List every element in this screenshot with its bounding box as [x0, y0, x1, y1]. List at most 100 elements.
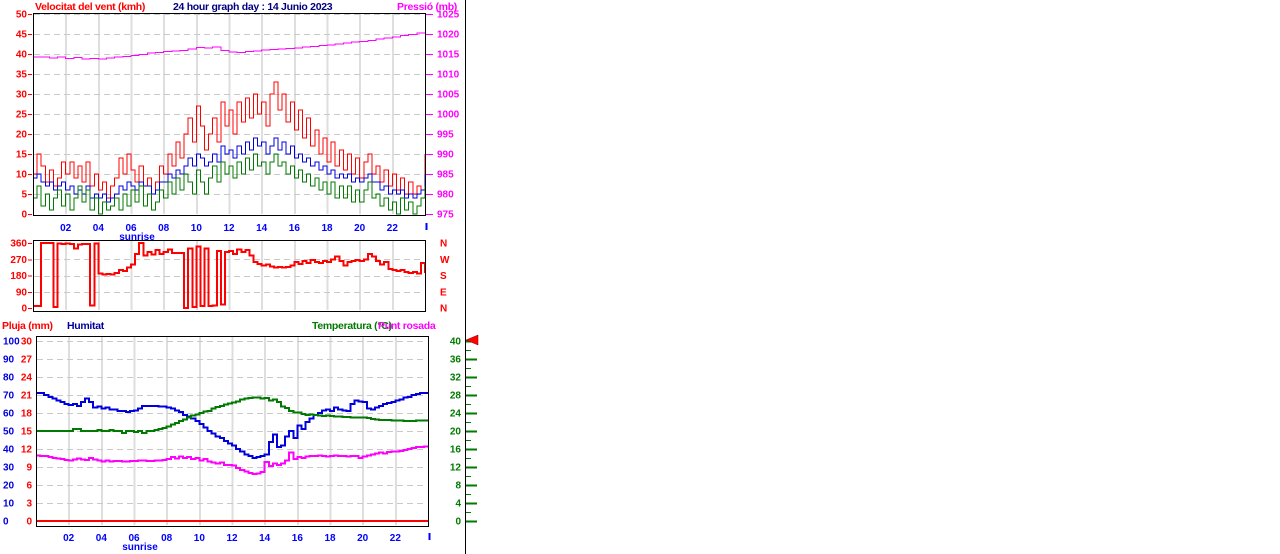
sunrise-label: sunrise — [119, 232, 155, 243]
x-tick-label: 22 — [390, 533, 402, 544]
rain-tick-label: 3 — [26, 499, 32, 510]
temperature-tick-label: 36 — [450, 355, 462, 366]
rain-tick-label: 12 — [21, 445, 33, 456]
rain-tick-label: 15 — [21, 427, 33, 438]
x-tick-label: 02 — [60, 223, 72, 234]
rain-tick-label: 0 — [26, 517, 32, 528]
temperature-tick-label: 16 — [450, 445, 462, 456]
x-tick-label: 16 — [292, 533, 304, 544]
rain-tick-label: 30 — [21, 337, 33, 348]
pressure-tick-label: 980 — [437, 190, 454, 201]
pressure-axis-title: Pressió (mb) — [397, 1, 457, 13]
compass-label: N — [440, 239, 447, 250]
dew-point-axis-title: Punt rosada — [378, 320, 436, 332]
x-tick-label: 20 — [354, 223, 366, 234]
x-tick-label: 06 — [128, 533, 140, 544]
compass-label: W — [440, 255, 450, 266]
plot-border — [33, 13, 426, 216]
direction-chart-axes: 360 N 270 W 180 S 90 E 0 N — [10, 239, 450, 315]
compass-label: S — [440, 271, 447, 282]
temperature-tick-label: 8 — [455, 481, 461, 492]
humidity-tick-label: 50 — [3, 427, 15, 438]
wind-speed-tick-label: 25 — [16, 110, 28, 121]
plot-border — [33, 240, 426, 312]
pressure-tick-label: 995 — [437, 130, 454, 141]
rain-tick-label: 9 — [26, 463, 32, 474]
compass-label: N — [440, 304, 447, 315]
x-tick-label: 08 — [161, 533, 173, 544]
series-dew-point-c — [36, 445, 428, 476]
temperature-tick-label: 0 — [455, 517, 461, 528]
pressure-tick-label: 1025 — [437, 10, 460, 21]
temperature-tick-label: 40 — [450, 337, 462, 348]
direction-tick-label: 0 — [21, 304, 27, 315]
humidity-axis-title: Humitat — [67, 320, 104, 332]
x-tick-label: 06 — [125, 223, 137, 234]
humidity-tick-label: 70 — [3, 391, 15, 402]
x-tick-label: 08 — [158, 223, 170, 234]
wind-speed-tick-label: 50 — [16, 10, 28, 21]
x-tick-label: 02 — [63, 533, 75, 544]
humidity-tick-label: 100 — [3, 337, 20, 348]
temperature-tick-label: 32 — [450, 373, 462, 384]
x-tick-label: 18 — [321, 223, 333, 234]
series-wind-direction-deg — [33, 242, 425, 309]
pressure-tick-label: 975 — [437, 210, 454, 221]
series-humidity-pct — [36, 392, 428, 459]
plot-border — [36, 336, 429, 527]
x-tick-label: 14 — [259, 533, 271, 544]
pressure-tick-label: 1010 — [437, 70, 460, 81]
compass-label: E — [440, 287, 447, 298]
x-tick-label: 14 — [256, 223, 268, 234]
temperature-tick-label: 20 — [450, 427, 462, 438]
rain-tick-label: 24 — [21, 373, 33, 384]
rain-tick-label: 6 — [26, 481, 32, 492]
pressure-tick-label: 1005 — [437, 90, 460, 101]
wind-speed-tick-label: 40 — [16, 50, 28, 61]
wind-speed-tick-label: 45 — [16, 30, 28, 41]
direction-tick-label: 270 — [10, 255, 27, 266]
x-axis-labels: 02 04 06 08 10 12 14 16 18 20 22 sunrise — [60, 223, 428, 243]
direction-tick-label: 180 — [10, 271, 27, 282]
direction-tick-label: 90 — [16, 287, 28, 298]
series-pressure-mb — [33, 32, 425, 60]
temperature-axis-title: Temperatura (°C) — [312, 320, 392, 332]
humidity-tick-label: 10 — [3, 499, 15, 510]
direction-tick-label: 360 — [10, 239, 27, 250]
humidity-tick-label: 30 — [3, 463, 15, 474]
x-tick-label: 12 — [223, 223, 235, 234]
humidity-tick-label: 60 — [3, 409, 15, 420]
humidity-tick-label: 90 — [3, 355, 15, 366]
x-tick-label: 22 — [387, 223, 399, 234]
temperature-tick-label: 28 — [450, 391, 462, 402]
wind-speed-tick-label: 20 — [16, 130, 28, 141]
series-wind-average-kmh — [33, 137, 425, 203]
wind-speed-tick-label: 35 — [16, 70, 28, 81]
wind-speed-tick-label: 15 — [16, 150, 28, 161]
humidity-tick-label: 0 — [3, 517, 9, 528]
wind-chart-axes: 0510152025303540455097598098599099510001… — [16, 10, 460, 221]
x-tick-label: 16 — [289, 223, 301, 234]
wind-speed-tick-label: 0 — [21, 210, 27, 221]
pressure-tick-label: 1015 — [437, 50, 460, 61]
humidity-tick-label: 20 — [3, 481, 15, 492]
wind-speed-tick-label: 30 — [16, 90, 28, 101]
wind-speed-tick-label: 10 — [16, 170, 28, 181]
current-temperature-arrow-icon — [465, 334, 479, 346]
wind-speed-tick-label: 5 — [21, 190, 27, 201]
rain-tick-label: 21 — [21, 391, 33, 402]
clipped-hour-marker — [428, 533, 431, 540]
x-tick-label: 04 — [93, 223, 105, 234]
humidity-tick-label: 40 — [3, 445, 15, 456]
pressure-tick-label: 985 — [437, 170, 454, 181]
humidity-tick-label: 80 — [3, 373, 15, 384]
x-tick-label: 10 — [194, 533, 206, 544]
sunrise-label: sunrise — [122, 542, 158, 553]
temperature-tick-label: 24 — [450, 409, 462, 420]
x-axis-labels: 02 04 06 08 10 12 14 16 18 20 22 sunrise — [63, 533, 431, 553]
pressure-tick-label: 990 — [437, 150, 454, 161]
series-temperature-c — [36, 396, 428, 434]
